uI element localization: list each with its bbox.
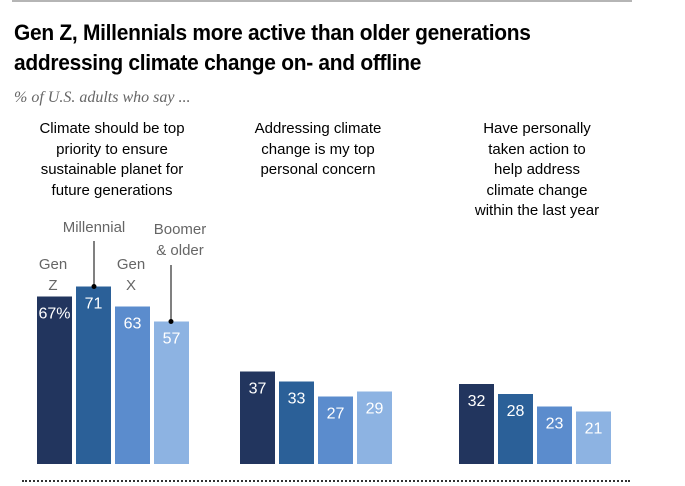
- chart-subtitle: % of U.S. adults who say ...: [14, 89, 191, 106]
- bar: [279, 381, 314, 464]
- data-label: 63: [124, 316, 142, 333]
- bar: [76, 286, 111, 464]
- group-header-line: priority to ensure: [56, 140, 168, 158]
- bar: [459, 384, 494, 464]
- chart-title: Gen Z, Millennials more active than olde…: [14, 20, 531, 75]
- series-label-gen-x: Gen X: [108, 254, 154, 296]
- group-header-line: change is my top: [261, 140, 375, 158]
- bar: [37, 296, 72, 464]
- bar: [537, 406, 572, 464]
- bar: [576, 411, 611, 464]
- data-label: 28: [507, 403, 525, 420]
- label-line: X: [125, 277, 136, 294]
- baseline-dotted-rule: [22, 480, 630, 482]
- group-header-line: within the last year: [474, 202, 600, 219]
- label-line: & older: [156, 242, 204, 259]
- data-label: 27: [327, 406, 345, 423]
- bar: [240, 371, 275, 464]
- data-label: 57: [163, 331, 181, 348]
- group-header-2: Addressing climate change is my top pers…: [218, 119, 418, 181]
- bar: [154, 321, 189, 464]
- data-label: 32: [468, 393, 486, 410]
- leader-dot-boomer: [168, 319, 174, 324]
- label-line: Z: [48, 277, 58, 294]
- data-label: 23: [546, 416, 564, 433]
- series-label-millennial: Millennial: [62, 219, 126, 236]
- label-line: Boomer: [153, 221, 207, 238]
- bar: [318, 396, 353, 464]
- top-rule: [12, 0, 632, 2]
- label-line: Gen: [38, 256, 68, 273]
- group-header-line: personal concern: [260, 161, 376, 178]
- bar: [357, 391, 392, 464]
- group-header-line: future generations: [51, 181, 173, 199]
- data-label: 33: [288, 391, 306, 408]
- group-header-line: Climate should be top: [39, 120, 185, 137]
- series-label-boomer: Boomer & older: [144, 219, 216, 261]
- data-label: 67%: [38, 306, 70, 323]
- group-header-line: help address: [494, 161, 580, 178]
- bar: [498, 394, 533, 464]
- data-label: 21: [585, 421, 603, 438]
- series-label-gen-z: Gen Z: [30, 254, 76, 296]
- data-label: 71: [85, 296, 103, 313]
- group-header-line: Have personally: [483, 120, 591, 137]
- group-header-line: sustainable planet for: [40, 161, 184, 178]
- group-header-line: taken action to: [488, 140, 586, 158]
- data-label: 29: [366, 401, 384, 418]
- group-header-line: climate change: [486, 181, 588, 199]
- label-line: Gen: [116, 256, 146, 273]
- data-label: 37: [249, 381, 267, 398]
- leader-dot-millennial: [91, 284, 97, 289]
- group-header-3: Have personally taken action to help add…: [437, 119, 637, 222]
- group-header-1: Climate should be top priority to ensure…: [12, 119, 212, 201]
- group-header-line: Addressing climate: [254, 120, 382, 137]
- bar: [115, 306, 150, 464]
